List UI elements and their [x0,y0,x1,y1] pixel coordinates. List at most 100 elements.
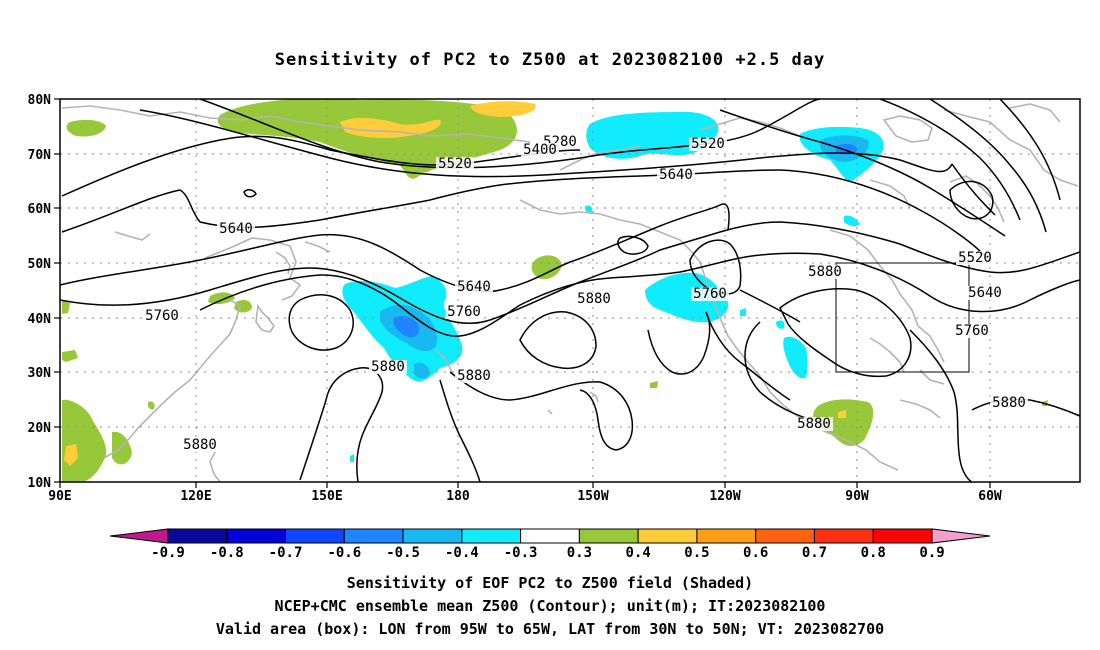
colorbar-swatch [167,528,228,544]
contour-label: 5640 [659,167,693,183]
contour-label: 5520 [691,136,725,152]
colorbar-swatch [813,528,874,544]
map-title: Sensitivity of PC2 to Z500 at 2023082100… [274,50,826,70]
contour-label: 5880 [371,359,405,375]
caption-shaded: Sensitivity of EOF PC2 to Z500 field (Sh… [346,574,754,592]
contour-label-bg [455,280,493,294]
coastlines [61,103,1079,482]
colorbar: -0.9 -0.8 -0.7 -0.6 -0.5 -0.4 -0.3 0.3 0.4 0.5 0.6… [109,528,991,561]
colorbar-swatch [402,528,463,544]
lon-label: 60W [978,489,1002,504]
contour-label: 5400 [523,142,557,158]
colorbar-label: -0.6 [327,545,361,561]
contour-label-bg [369,360,407,374]
contour-label-bg [575,292,613,306]
colorbar-label: 0.9 [919,545,944,561]
contour-label-bg [806,265,844,279]
contour-label-bg [181,438,219,452]
contour-label-bg [795,417,833,431]
contour-label-bg [689,137,727,151]
shaded-sensitivity [62,99,1048,482]
colorbar-swatch [872,528,933,544]
lat-label: 50N [28,257,52,272]
lon-label: 90W [845,489,869,504]
colorbar-label: 0.3 [567,545,592,561]
colorbar-extend-high [931,528,991,544]
lat-label: 20N [28,421,52,436]
contour-label: 5520 [438,156,472,172]
colorbar-swatch [755,528,815,544]
lon-label: 150W [577,489,608,504]
colorbar-label: 0.6 [743,545,768,561]
colorbar-swatch [226,528,287,544]
contour-label-bg [953,324,991,338]
colorbar-label: 0.4 [626,545,651,561]
lon-label: 150E [311,489,342,504]
axis-ticks [54,98,991,488]
caption-valid-area: Valid area (box): LON from 95W to 65W, L… [215,620,885,638]
colorbar-label: -0.8 [210,545,244,561]
contour-label: 5640 [457,279,491,295]
positive-yellow-regions [64,101,846,466]
lat-label: 60N [28,202,52,217]
colorbar-swatch [578,528,639,544]
colorbar-label: -0.7 [269,545,303,561]
lat-label: 40N [28,312,52,327]
contour-label-bg [691,287,729,301]
contour-label-bg [143,309,181,323]
plot-frame [59,98,1081,483]
contour-label: 5760 [145,308,179,324]
contour-labels: 5280540055205520564056405520564057605640… [143,134,1028,453]
contour-label-bg [966,286,1004,300]
contour-label-bg [436,157,474,171]
contour-label-bg [445,305,483,319]
contour-label-bg [455,369,493,383]
contour-label: 5760 [955,323,989,339]
colorbar-swatch [343,528,404,544]
lon-label: 180 [446,489,470,504]
valid-area-box [835,262,970,373]
colorbar-label: 0.5 [684,545,709,561]
contour-label: 5880 [797,416,831,432]
colorbar-swatch [637,528,698,544]
contour-label-bg [956,251,994,265]
contour-label-bg [217,222,255,236]
contour-label-bg [657,168,695,182]
lat-label: 70N [28,148,52,163]
contour-label: 5880 [992,395,1026,411]
contour-label: 5880 [577,291,611,307]
contour-label: 5760 [447,304,481,320]
lon-label: 120W [709,489,740,504]
colorbar-swatch [461,528,522,544]
caption-contour: NCEP+CMC ensemble mean Z500 (Contour); u… [274,597,826,615]
lat-label: 80N [28,93,52,108]
colorbar-swatch [696,528,757,544]
colorbar-label: -0.4 [445,545,479,561]
contour-label: 5760 [693,286,727,302]
colorbar-swatch [285,528,345,544]
colorbar-swatch [520,528,580,544]
contour-label-bg [521,143,559,157]
lon-label: 120E [180,489,211,504]
contour-label: 5520 [958,250,992,266]
contour-label: 5880 [808,264,842,280]
colorbar-extend-low [109,528,169,544]
contour-label: 5640 [968,285,1002,301]
contour-label: 5880 [457,368,491,384]
colorbar-label: -0.5 [386,545,420,561]
lat-lon-grid [60,99,1080,482]
colorbar-label: 0.7 [802,545,827,561]
colorbar-label: 0.8 [861,545,886,561]
lat-label: 10N [28,476,52,491]
contour-label-bg [990,396,1028,410]
longitude-labels: 90E 120E 150E 180 150W 120W 90W 60W [48,489,1002,504]
contour-label: 5880 [183,437,217,453]
lon-label: 90E [48,489,71,504]
colorbar-label: -0.9 [151,545,185,561]
contour-label: 5640 [219,221,253,237]
z500-contours [60,99,1080,482]
latitude-labels: 80N 70N 60N 50N 40N 30N 20N 10N [28,93,52,491]
colorbar-label: -0.3 [504,545,538,561]
lat-label: 30N [28,366,52,381]
